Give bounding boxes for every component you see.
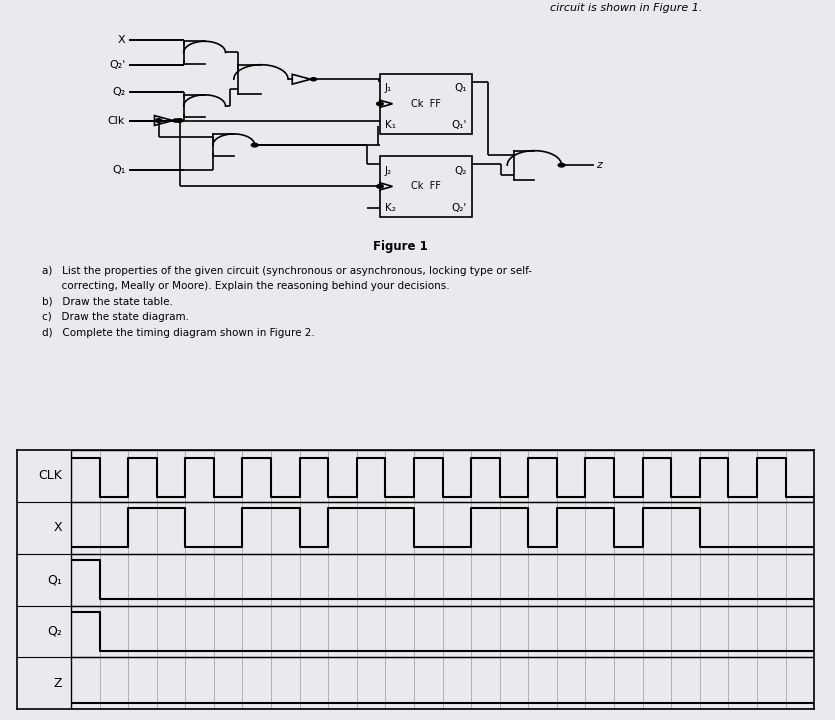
- Text: circuit is shown in Figure 1.: circuit is shown in Figure 1.: [550, 3, 702, 13]
- Text: X: X: [53, 521, 63, 534]
- Text: Q₂: Q₂: [112, 86, 125, 96]
- Text: X: X: [118, 35, 125, 45]
- Text: Q₂': Q₂': [109, 60, 125, 70]
- Text: J₁: J₁: [385, 84, 392, 94]
- Text: d)   Complete the timing diagram shown in Figure 2.: d) Complete the timing diagram shown in …: [42, 328, 315, 338]
- Text: K₂: K₂: [385, 203, 396, 213]
- Circle shape: [311, 78, 316, 81]
- Text: Clk: Clk: [108, 115, 125, 125]
- Bar: [380, 73, 472, 134]
- Text: correcting, Meally or Moore). Explain the reasoning behind your decisions.: correcting, Meally or Moore). Explain th…: [42, 282, 449, 291]
- Text: J₂: J₂: [385, 166, 392, 176]
- Circle shape: [377, 102, 383, 106]
- Text: CLK: CLK: [38, 469, 63, 482]
- Text: Q₁': Q₁': [452, 120, 467, 130]
- Text: Figure 1: Figure 1: [373, 240, 428, 253]
- Text: Q₂': Q₂': [452, 203, 467, 213]
- Circle shape: [377, 184, 383, 188]
- Text: Q₁: Q₁: [48, 573, 63, 586]
- Text: z: z: [596, 160, 602, 170]
- Circle shape: [173, 119, 179, 122]
- Text: Ck  FF: Ck FF: [411, 99, 441, 109]
- Text: Q₁: Q₁: [454, 84, 467, 94]
- Text: a)   List the properties of the given circuit (synchronous or asynchronous, lock: a) List the properties of the given circ…: [42, 266, 532, 276]
- Text: Q₂: Q₂: [454, 166, 467, 176]
- Bar: [380, 156, 472, 217]
- Circle shape: [558, 163, 565, 167]
- Text: b)   Draw the state table.: b) Draw the state table.: [42, 297, 173, 307]
- Text: Q₂: Q₂: [48, 625, 63, 638]
- Text: K₁: K₁: [385, 120, 396, 130]
- Text: Z: Z: [54, 677, 63, 690]
- Text: Ck  FF: Ck FF: [411, 181, 441, 192]
- Circle shape: [176, 119, 183, 122]
- Text: c)   Draw the state diagram.: c) Draw the state diagram.: [42, 312, 189, 323]
- Circle shape: [251, 143, 258, 147]
- Circle shape: [155, 119, 162, 122]
- Text: Q₁: Q₁: [112, 165, 125, 175]
